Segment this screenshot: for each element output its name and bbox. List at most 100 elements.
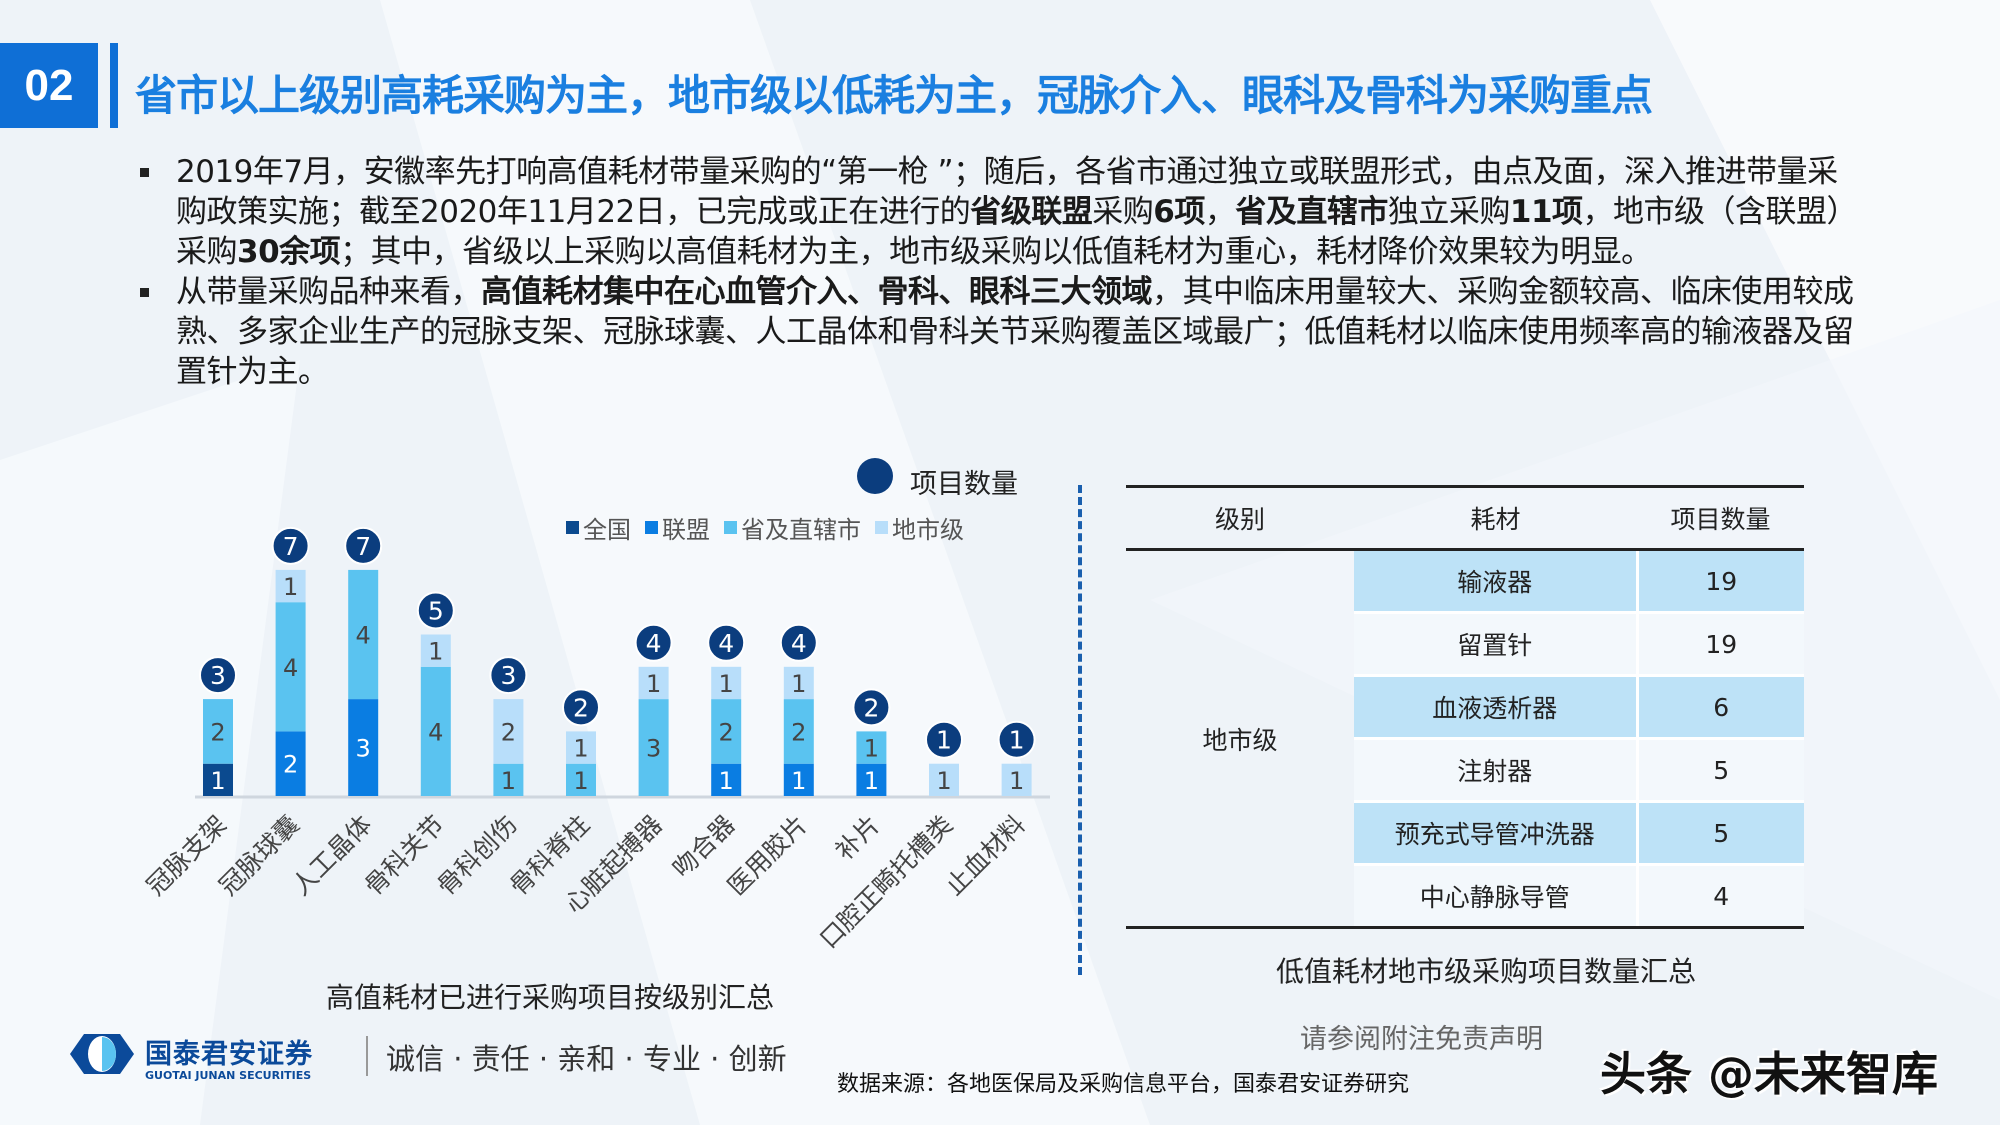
bar-segment — [203, 763, 233, 796]
item-cell: 输液器 — [1354, 549, 1639, 614]
bullet-item: 2019年7月，安徽率先打响高值耗材带量采购的“第一枪 ”；随后，各省市通过独立… — [140, 152, 1855, 272]
bar-segment — [783, 666, 814, 700]
count-cell: 19 — [1637, 612, 1804, 677]
text: 从带量采购品种来看， — [176, 274, 482, 310]
bullet-list: 2019年7月，安徽率先打响高值耗材带量采购的“第一枪 ”；随后，各省市通过独立… — [140, 152, 1855, 392]
bold-text: 高值耗材集中在心血管介入、骨科、眼科三大领域 — [481, 274, 1153, 310]
column-header: 级别 — [1126, 485, 1354, 551]
stacked-bar-chart: 123冠脉支架2417冠脉球囊347人工晶体415骨科关节123骨科创伤112骨… — [141, 526, 1050, 954]
brand-name-en: GUOTAI JUNAN SECURITIES — [145, 1069, 312, 1082]
segment-label: 1 — [573, 767, 588, 795]
legend-item: 省及直辖市 — [724, 510, 861, 545]
footer-separator — [366, 1036, 368, 1076]
total-label: 5 — [428, 597, 444, 626]
segment-label: 1 — [864, 767, 879, 795]
bar-segment — [856, 763, 887, 796]
bar-segment — [493, 699, 524, 764]
bar-segment — [929, 763, 959, 796]
page-title: 省市以上级别高耗采购为主，地市级以低耗为主，冠脉介入、眼科及骨科为采购重点 — [135, 71, 1653, 120]
segment-label: 1 — [428, 638, 443, 666]
text: ；其中，省级以上采购以高值耗材为主，地市级采购以低值耗材为重心，耗材降价效果较为… — [340, 234, 1652, 270]
bold-text: 省级联盟 — [970, 194, 1093, 230]
count-cell: 5 — [1637, 801, 1804, 866]
item-cell: 血液透析器 — [1354, 675, 1639, 740]
level-cell: 地市级 — [1126, 549, 1354, 929]
legend-swatch — [645, 521, 658, 534]
count-cell: 5 — [1637, 738, 1804, 803]
total-label: 2 — [573, 693, 589, 722]
segment-label: 2 — [210, 718, 225, 746]
segment-label: 1 — [283, 573, 298, 601]
disclaimer: 请参阅附注免责声明 — [1300, 1024, 1543, 1055]
low-value-consumables-table: 级别 耗材 项目数量 地市级 输液器 19 留置针 19 血液透析器 6 注射器 5 预充式导管冲… — [1126, 485, 1804, 929]
total-marker — [707, 623, 746, 662]
data-source: 数据来源：各地医保局及采购信息平台，国泰君安证券研究 — [837, 1072, 1410, 1097]
segment-label: 1 — [936, 767, 951, 795]
text: 2019年7月，安徽率先打响高值耗材带量采购的“第一枪 ”；随后，各省市通过独立… — [176, 154, 1838, 230]
bar-segment — [638, 666, 669, 700]
item-cell: 注射器 — [1354, 738, 1639, 803]
segment-label: 3 — [356, 735, 371, 763]
legend-total-marker — [857, 458, 893, 494]
legend-item: 联盟 — [645, 510, 710, 545]
bar-segment — [711, 666, 742, 700]
segment-label: 4 — [356, 622, 371, 650]
bar-segment — [638, 699, 669, 796]
total-marker — [634, 623, 673, 662]
table-row: 中心静脉导管 4 — [1126, 864, 1804, 929]
bold-text: 11项 — [1509, 194, 1583, 230]
table-row: 预充式导管冲洗器 5 — [1126, 801, 1804, 866]
bar-segment — [493, 763, 524, 796]
bar-segment — [348, 699, 379, 796]
legend-label: 省及直辖市 — [741, 516, 861, 544]
item-cell: 预充式导管冲洗器 — [1354, 801, 1639, 866]
segment-label: 1 — [791, 670, 806, 698]
segment-label: 1 — [719, 767, 734, 795]
total-marker — [344, 526, 383, 565]
category-label: 口腔正畸托槽类 — [814, 810, 958, 954]
total-label: 4 — [646, 629, 662, 658]
count-cell: 4 — [1637, 864, 1804, 929]
item-cell: 留置针 — [1354, 612, 1639, 677]
legend-swatch — [875, 521, 888, 534]
legend-label: 全国 — [583, 516, 631, 544]
table-row: 地市级 输液器 19 — [1126, 549, 1804, 929]
category-label: 骨科关节 — [359, 810, 450, 901]
total-label: 7 — [355, 532, 371, 561]
segment-label: 1 — [501, 767, 516, 795]
section-number-badge: 02 — [0, 43, 98, 128]
bar-segment — [711, 763, 742, 796]
segment-label: 1 — [1009, 767, 1024, 795]
bar-segment — [711, 699, 742, 764]
segment-label: 1 — [791, 767, 806, 795]
segment-label: 1 — [573, 735, 588, 763]
column-header: 项目数量 — [1637, 485, 1804, 551]
count-cell: 19 — [1637, 549, 1804, 614]
total-label: 1 — [1009, 726, 1025, 755]
bar-segment — [203, 699, 233, 764]
segment-label: 2 — [501, 718, 516, 746]
text: 独立采购 — [1387, 194, 1511, 230]
segment-label: 1 — [719, 670, 734, 698]
legend-swatch — [724, 521, 737, 534]
total-marker — [562, 688, 600, 727]
bar-segment — [566, 763, 596, 796]
text: ，其中临床用量较大、采购金额较高、临床使用较成熟、多家企业生产的冠脉支架、冠脉球… — [176, 274, 1854, 390]
bar-segment — [420, 634, 451, 667]
category-label: 人工晶体 — [286, 810, 377, 901]
segment-label: 4 — [283, 654, 298, 682]
segment-label: 2 — [791, 718, 806, 746]
total-marker — [779, 623, 818, 662]
brand: 国泰君安证券 GUOTAI JUNAN SECURITIES — [145, 1032, 313, 1082]
bold-text: 省及直辖市 — [1235, 194, 1388, 230]
bar-segment — [420, 666, 451, 796]
total-marker — [925, 720, 963, 759]
column-header: 耗材 — [1354, 485, 1637, 551]
bar-segment — [348, 569, 379, 700]
legend-swatch — [566, 521, 579, 534]
bold-text: 30余项 — [237, 234, 341, 270]
total-label: 2 — [863, 693, 879, 722]
item-cell: 中心静脉导管 — [1354, 864, 1639, 929]
legend-item: 全国 — [566, 510, 631, 545]
slogan: 诚信 · 责任 · 亲和 · 专业 · 创新 — [386, 1042, 787, 1076]
